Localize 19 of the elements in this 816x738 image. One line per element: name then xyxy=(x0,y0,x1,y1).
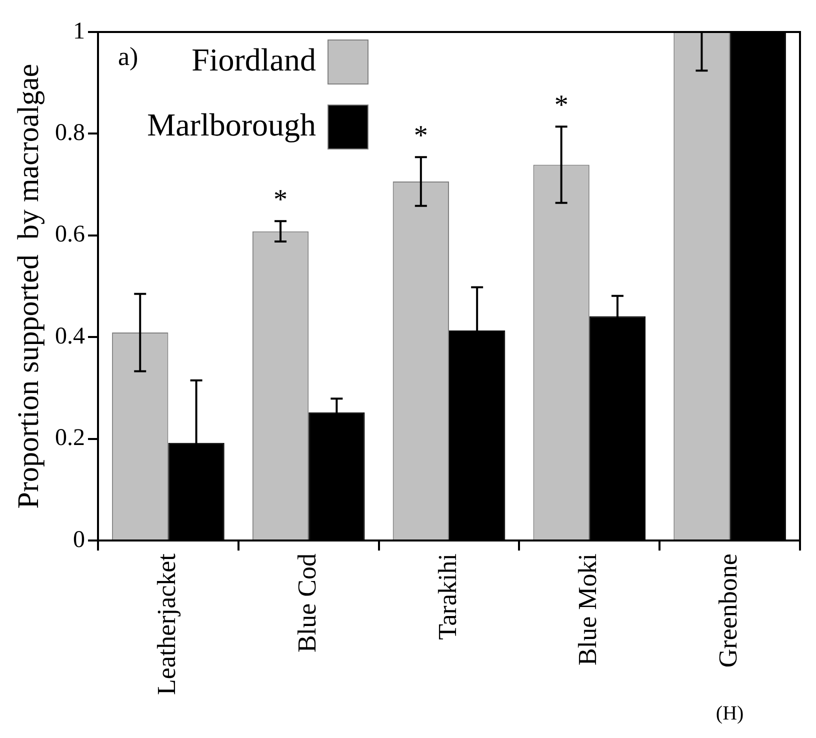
text: (H) xyxy=(716,702,744,724)
data-label: * xyxy=(554,90,568,121)
y-tick-label: 0.6 xyxy=(55,222,85,248)
x-tick-label: Greenbone xyxy=(714,554,743,668)
legend-label: Fiordland xyxy=(192,41,316,78)
x-tick-label: Blue Moki xyxy=(573,554,602,666)
y-tick-label: 0.2 xyxy=(55,425,85,452)
annotation: a) xyxy=(118,42,138,71)
y-tick-label: 0.4 xyxy=(55,323,85,350)
y-tick-label: 0 xyxy=(73,526,85,553)
x-tick-label: Leatherjacket xyxy=(152,552,182,695)
x-tick-label: Blue Cod xyxy=(292,554,322,652)
x-tick-label: Tarakihi xyxy=(432,554,462,640)
y-tick-label: 0.8 xyxy=(55,120,85,146)
data-label: * xyxy=(414,120,428,152)
legend-label: Marlborough xyxy=(147,106,316,142)
y-axis-title: Proportion supported by macroalgae xyxy=(12,64,45,509)
data-label: * xyxy=(274,184,288,216)
y-tick-label: 1 xyxy=(73,18,85,44)
